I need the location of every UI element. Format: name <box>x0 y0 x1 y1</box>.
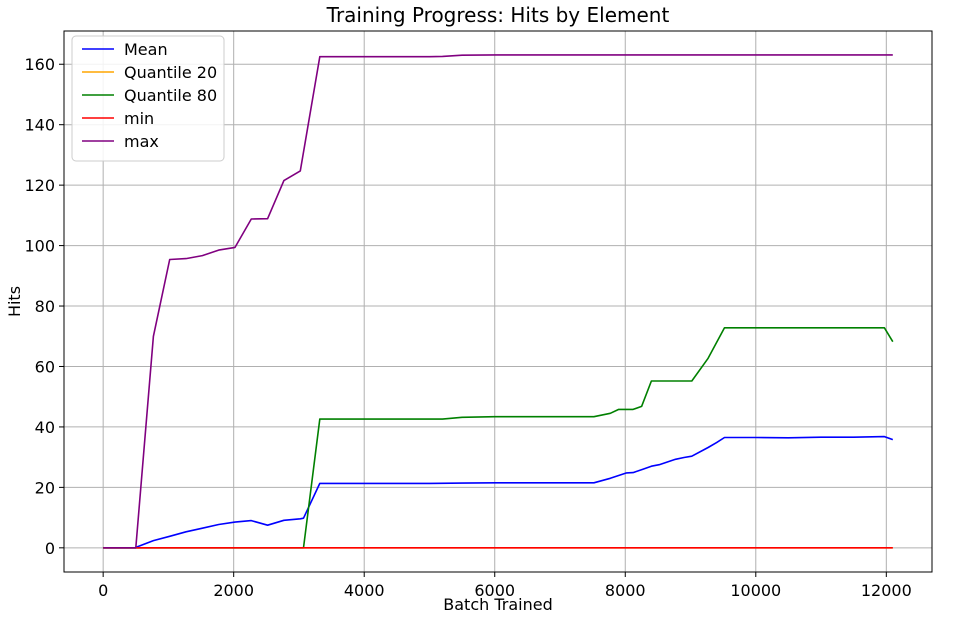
legend-box <box>71 35 225 162</box>
series-layer <box>103 54 894 549</box>
x-tick-label: 10000 <box>730 581 781 600</box>
x-axis-label: Batch Trained <box>443 595 552 614</box>
y-tick-label: 80 <box>35 297 55 316</box>
x-tick-label: 6000 <box>474 581 515 600</box>
x-tick-label: 12000 <box>861 581 912 600</box>
x-tick-label: 2000 <box>213 581 254 600</box>
x-tick-label: 4000 <box>344 581 385 600</box>
y-axis: 0 20 40 60 80 100 120 140 160 <box>24 55 64 558</box>
series-line-mean <box>103 435 894 549</box>
x-axis: 0 2000 4000 6000 8000 10000 12000 <box>98 572 912 600</box>
y-tick-label: 60 <box>35 357 55 376</box>
y-tick-label: 20 <box>35 478 55 497</box>
y-tick-label: 160 <box>24 55 55 74</box>
plot-frame <box>63 30 933 573</box>
legend-label: min <box>124 109 154 128</box>
series-line-max <box>103 54 893 549</box>
y-tick-label: 40 <box>35 418 55 437</box>
y-tick-label: 120 <box>24 176 55 195</box>
y-tick-label: 0 <box>45 539 55 558</box>
legend-label: max <box>124 132 159 151</box>
x-tick-label: 8000 <box>605 581 646 600</box>
x-tick-label: 0 <box>98 581 108 600</box>
series-line-quantile-80 <box>103 326 894 549</box>
legend-label: Mean <box>124 40 168 59</box>
y-tick-label: 140 <box>24 116 55 135</box>
legend-label: Quantile 20 <box>124 63 217 82</box>
y-axis-label: Hits <box>5 286 24 317</box>
legend-label: Quantile 80 <box>124 86 217 105</box>
legend: Mean Quantile 20 Quantile 80 min max <box>71 35 225 162</box>
chart-title: Training Progress: Hits by Element <box>326 3 670 27</box>
y-tick-label: 100 <box>24 237 55 256</box>
